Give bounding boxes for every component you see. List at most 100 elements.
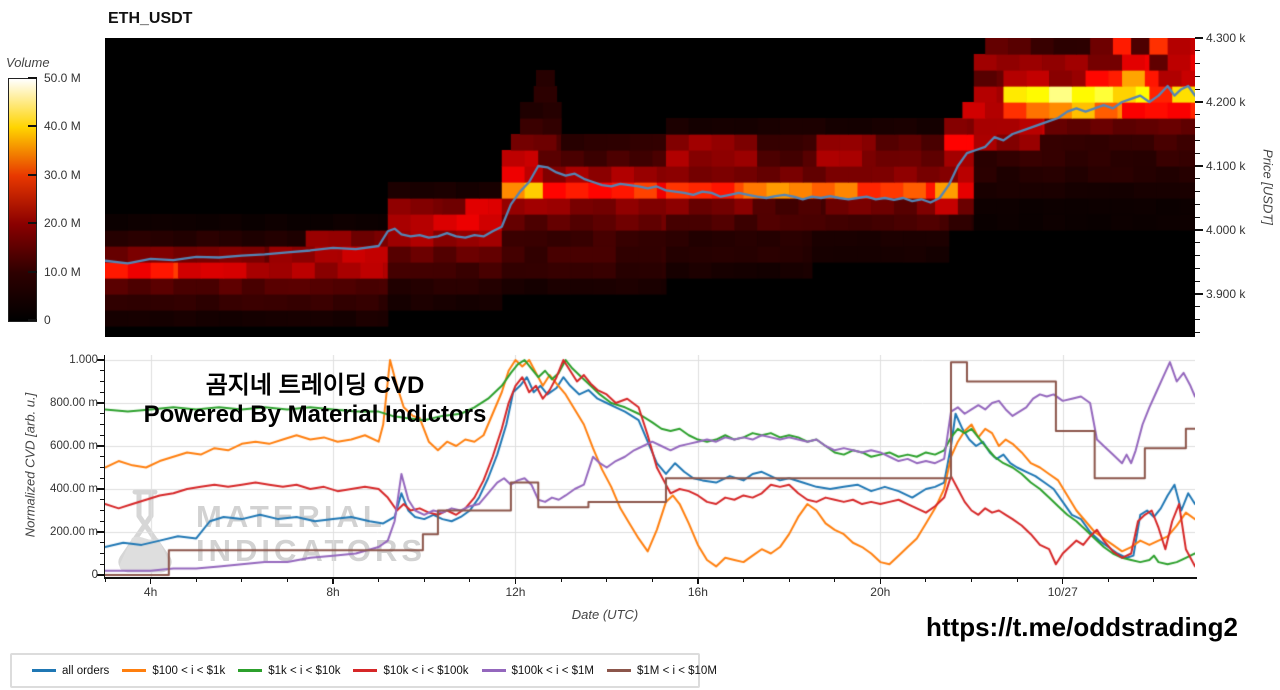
x-minor-tick-mark	[788, 578, 790, 582]
price-minor-tick-mark	[1195, 178, 1200, 180]
cvd-tick-mark	[97, 531, 104, 533]
legend: all orders $100 < i < $1k $1k < i < $10k $1…	[10, 653, 717, 688]
cvd-minor-tick-mark	[100, 542, 104, 544]
cvd-tick-mark	[97, 402, 104, 404]
colorbar-tick-label: 30.0 M	[44, 167, 81, 182]
price-minor-tick-mark	[1195, 50, 1200, 52]
x-minor-tick-mark	[971, 578, 973, 582]
colorbar-tick-label: 0	[44, 313, 51, 327]
colorbar-tick-mark	[28, 173, 37, 176]
price-minor-tick-mark	[1195, 306, 1200, 308]
cvd-minor-tick-mark	[100, 553, 104, 554]
x-tick-mark	[1061, 578, 1064, 584]
cvd-left-spine	[103, 355, 105, 578]
cvd-tick-mark	[97, 359, 104, 361]
x-tick-label: 4h	[143, 585, 158, 599]
price-volume-heatmap-canvas	[105, 38, 1195, 337]
cvd-minor-tick-mark	[100, 520, 104, 522]
cvd-tick-mark	[97, 488, 104, 490]
legend-swatch	[32, 669, 56, 672]
x-minor-tick-mark	[651, 578, 653, 582]
cvd-tick-label: 600.00 m	[50, 440, 98, 452]
x-minor-tick-mark	[286, 578, 288, 582]
overlay-title-line1: 곰지네 트레이딩 CVD	[205, 372, 425, 399]
price-minor-tick-mark	[1195, 75, 1200, 77]
price-minor-tick-mark	[1195, 63, 1200, 65]
cvd-minor-tick-mark	[100, 413, 104, 415]
overlay-title: 곰지네 트레이딩 CVD Powered By Material Indicto…	[100, 371, 530, 429]
price-tick-mark	[1195, 101, 1203, 103]
volume-colorbar-label: Volume	[6, 55, 50, 70]
x-minor-tick-mark	[925, 578, 927, 582]
price-axis-label: Price [USDT]	[1260, 149, 1276, 225]
cvd-minor-tick-mark	[100, 391, 104, 393]
x-tick-label: 10/27	[1047, 585, 1078, 599]
page-title: ETH_USDT	[108, 10, 193, 27]
cvd-minor-tick-mark	[100, 370, 104, 372]
legend-item-100-i-1k: $100 < i < $1k	[122, 665, 225, 677]
cvd-tick-label: 400.00 m	[50, 483, 98, 495]
x-minor-tick-mark	[742, 578, 744, 582]
cvd-minor-tick-mark	[100, 467, 104, 468]
price-tick-mark	[1195, 293, 1203, 295]
legend-swatch	[481, 669, 506, 672]
legend-label: $1k < i < $10k	[268, 664, 341, 677]
x-tick-label: 20h	[870, 585, 891, 599]
colorbar-tick-mark	[28, 77, 37, 79]
price-minor-tick-mark	[1195, 203, 1200, 205]
legend-label: all orders	[62, 664, 110, 677]
legend-label: $1M < i < $10M	[637, 664, 717, 677]
x-minor-tick-mark	[1107, 578, 1109, 582]
price-tick-label: 4.100 k	[1206, 159, 1246, 173]
legend-item-10k-i-100k: $10k < i < $100k	[353, 665, 469, 677]
x-minor-tick-mark	[195, 578, 197, 582]
date-axis-label: Date (UTC)	[571, 607, 639, 622]
cvd-chart-canvas	[105, 355, 1195, 577]
x-minor-tick-mark	[104, 578, 106, 582]
colorbar-tick-label: 10.0 M	[44, 264, 81, 279]
colorbar-tick-label: 50.0 M	[44, 71, 81, 85]
price-minor-tick-mark	[1195, 152, 1200, 154]
x-minor-tick-mark	[1016, 578, 1018, 582]
colorbar-tick-mark	[28, 222, 37, 225]
price-tick-label: 3.900 k	[1206, 287, 1246, 301]
x-tick-mark	[149, 578, 152, 584]
cvd-minor-tick-mark	[100, 456, 104, 458]
cvd-bottom-spine	[103, 577, 1197, 579]
colorbar-tick-label: 20.0 M	[44, 216, 81, 231]
price-minor-tick-mark	[1195, 280, 1200, 282]
x-minor-tick-mark	[834, 578, 836, 582]
price-minor-tick-mark	[1195, 331, 1200, 333]
price-minor-tick-mark	[1195, 216, 1200, 218]
x-minor-tick-mark	[606, 578, 608, 582]
colorbar-tick-mark	[28, 125, 37, 128]
cvd-minor-tick-mark	[100, 477, 104, 479]
price-minor-tick-mark	[1195, 88, 1200, 90]
price-minor-tick-mark	[1195, 255, 1200, 257]
price-minor-tick-mark	[1195, 191, 1200, 193]
legend-label: $100 < i < $1k	[152, 664, 226, 677]
cvd-minor-tick-mark	[100, 499, 104, 501]
colorbar-tick-label: 40.0 M	[44, 119, 81, 134]
cvd-tick-label: 0	[91, 569, 98, 581]
cvd-minor-tick-mark	[100, 381, 104, 382]
price-minor-tick-mark	[1195, 139, 1200, 141]
x-minor-tick-mark	[469, 578, 471, 582]
cvd-minor-tick-mark	[100, 434, 104, 436]
price-tick-label: 4.200 k	[1206, 95, 1246, 109]
cvd-tick-mark	[97, 574, 104, 576]
price-tick-label: 4.000 k	[1206, 223, 1246, 237]
price-tick-mark	[1195, 229, 1203, 231]
legend-swatch	[353, 669, 378, 672]
cvd-tick-label: 1.000	[69, 354, 98, 366]
legend-swatch	[607, 669, 631, 672]
legend-label: $100k < i < $1M	[511, 664, 594, 677]
cvd-tick-label: 200.00 m	[50, 526, 98, 538]
cvd-tick-mark	[97, 445, 104, 447]
price-minor-tick-mark	[1195, 267, 1200, 269]
x-tick-mark	[332, 578, 334, 584]
legend-item-1m-i-10m: $1M < i < $10M	[607, 665, 717, 677]
x-tick-label: 16h	[687, 585, 708, 599]
x-tick-label: 8h	[326, 585, 340, 599]
